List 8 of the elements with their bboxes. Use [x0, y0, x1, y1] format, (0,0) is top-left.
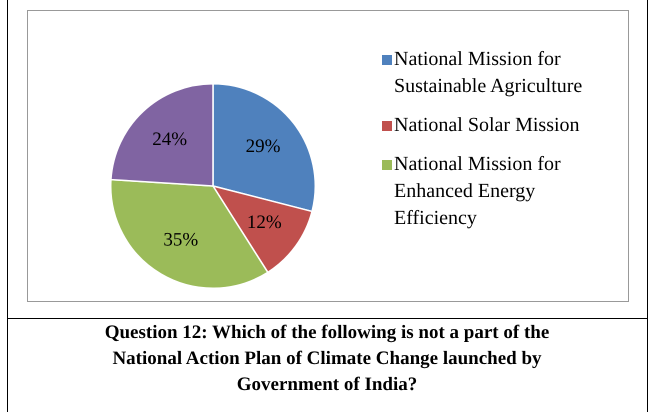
data-label: 35% — [163, 230, 198, 251]
legend-label: National Mission for Enhanced Energy Efficiency — [394, 153, 561, 229]
legend-label: National Solar Mission — [394, 114, 580, 136]
data-label: 12% — [246, 212, 282, 234]
data-label: 29% — [246, 136, 281, 158]
text: Question 12: Which of the following is not a part of the National Action Plan of Climate Change launched by Government of India? — [104, 321, 550, 397]
legend-label: National Mission for Sustainable Agriculture — [394, 48, 582, 97]
data-label: 24% — [152, 128, 188, 150]
